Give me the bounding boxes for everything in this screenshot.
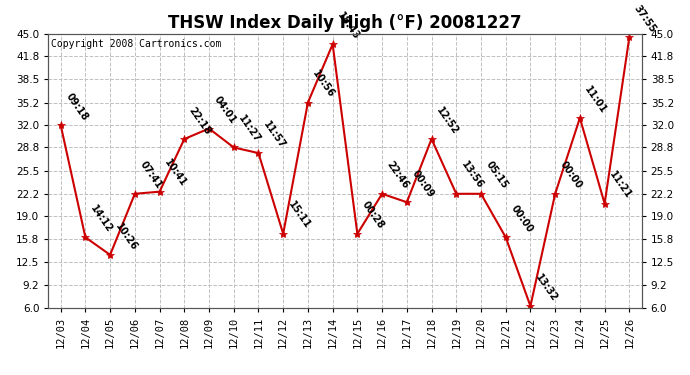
- Text: 00:09: 00:09: [410, 168, 435, 200]
- Text: 09:18: 09:18: [63, 91, 90, 122]
- Text: 22:46: 22:46: [385, 160, 411, 191]
- Text: 14:12: 14:12: [88, 203, 114, 234]
- Text: 05:15: 05:15: [484, 160, 510, 191]
- Text: 10:41: 10:41: [162, 158, 188, 189]
- Text: 18:43: 18:43: [335, 10, 362, 42]
- Text: 10:26: 10:26: [113, 221, 139, 252]
- Text: 22:18: 22:18: [187, 105, 213, 136]
- Text: 04:01: 04:01: [212, 94, 238, 126]
- Title: THSW Index Daily High (°F) 20081227: THSW Index Daily High (°F) 20081227: [168, 14, 522, 32]
- Text: 15:11: 15:11: [286, 200, 312, 231]
- Text: Copyright 2008 Cartronics.com: Copyright 2008 Cartronics.com: [51, 39, 221, 49]
- Text: 00:00: 00:00: [509, 203, 535, 234]
- Text: 37:55: 37:55: [632, 3, 658, 34]
- Text: 07:41: 07:41: [137, 160, 164, 191]
- Text: 13:56: 13:56: [459, 160, 485, 191]
- Text: 11:21: 11:21: [607, 170, 633, 201]
- Text: 11:01: 11:01: [582, 84, 609, 115]
- Text: 10:56: 10:56: [310, 69, 337, 100]
- Text: 11:57: 11:57: [262, 119, 287, 150]
- Text: 13:32: 13:32: [533, 272, 559, 303]
- Text: 12:52: 12:52: [434, 105, 460, 136]
- Text: 11:27: 11:27: [237, 114, 262, 145]
- Text: 00:00: 00:00: [558, 160, 584, 191]
- Text: 00:28: 00:28: [360, 200, 386, 231]
